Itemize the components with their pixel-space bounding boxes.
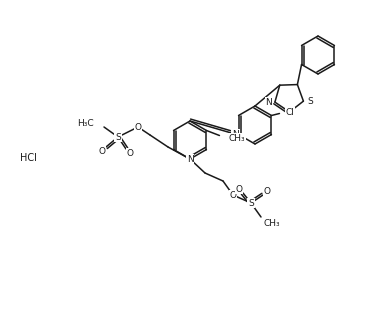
Text: O: O <box>127 148 133 157</box>
Text: O: O <box>135 122 141 131</box>
Text: N: N <box>187 154 194 163</box>
Text: O: O <box>235 184 243 193</box>
Text: N: N <box>232 130 239 139</box>
Text: O: O <box>263 187 271 196</box>
Text: CH₃: CH₃ <box>228 134 245 143</box>
Text: S: S <box>115 132 121 141</box>
Text: S: S <box>248 198 254 207</box>
Text: H₃C: H₃C <box>77 118 94 127</box>
Text: CH₃: CH₃ <box>263 219 280 228</box>
Text: HCl: HCl <box>20 153 36 163</box>
Text: O: O <box>99 147 105 156</box>
Text: N: N <box>265 98 272 107</box>
Text: S: S <box>308 97 313 106</box>
Text: Cl: Cl <box>285 108 294 117</box>
Text: O: O <box>229 191 237 200</box>
